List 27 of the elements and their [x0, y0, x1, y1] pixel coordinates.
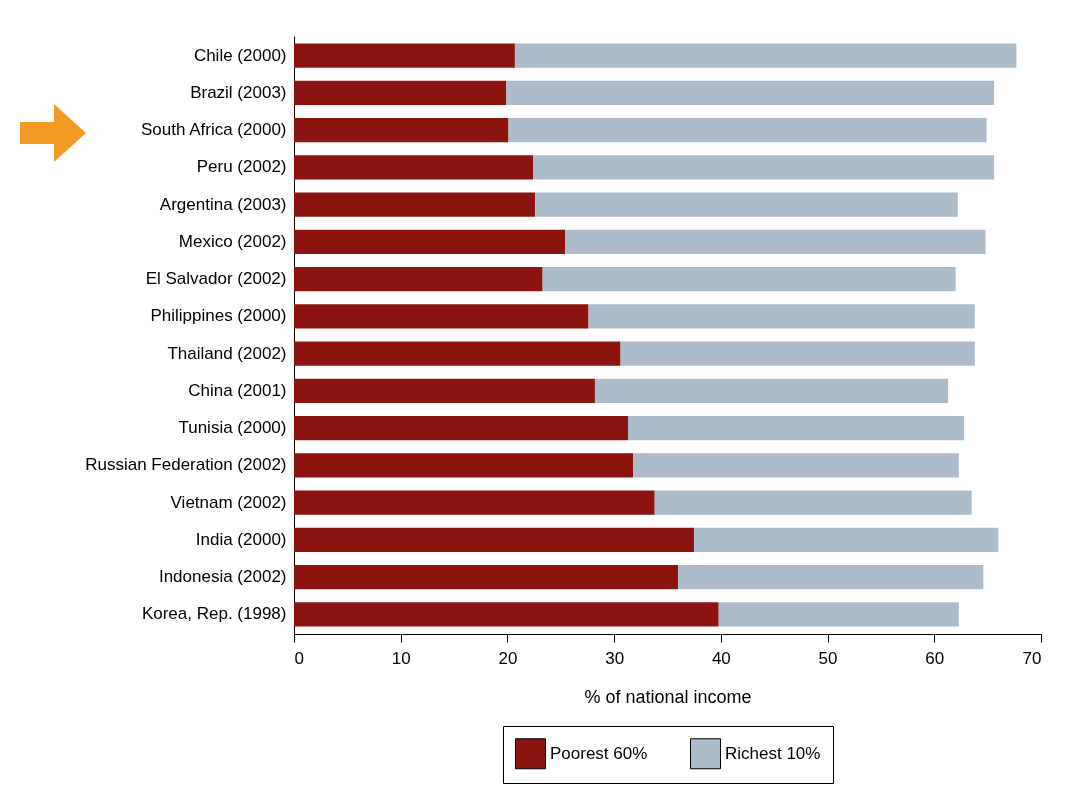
y-tick-label: India (2000): [195, 529, 287, 549]
y-tick-label: Chile (2000): [193, 45, 287, 65]
y-tick-label: Argentina (2003): [159, 194, 287, 214]
x-tick-label: 0: [294, 648, 304, 668]
y-tick-label: South Africa (2000): [140, 120, 287, 140]
x-tick-label: 40: [711, 648, 731, 668]
y-tick-label: Peru (2002): [196, 157, 287, 177]
x-tick-label: 30: [605, 648, 625, 668]
x-tick-label: 20: [498, 648, 518, 668]
y-tick-label: Indonesia (2002): [158, 567, 287, 587]
y-tick-label: Philippines (2000): [150, 306, 287, 326]
x-tick-label: 50: [818, 648, 838, 668]
legend-label: Poorest 60%: [550, 743, 648, 763]
y-tick-label: Mexico (2002): [178, 231, 287, 251]
y-tick-label: Thailand (2002): [167, 343, 287, 363]
y-tick-label: Korea, Rep. (1998): [141, 604, 287, 624]
y-tick-label: Vietnam (2002): [170, 492, 287, 512]
y-tick-label: El Salvador (2002): [145, 269, 287, 289]
y-tick-label: Brazil (2003): [190, 82, 287, 102]
legend-label: Richest 10%: [725, 743, 821, 763]
x-tick-label: 10: [391, 648, 411, 668]
x-tick-label: 60: [925, 648, 945, 668]
y-tick-label: Tunisia (2000): [178, 418, 287, 438]
y-tick-label: China (2001): [188, 380, 287, 400]
x-axis-title: % of national income: [584, 686, 752, 707]
y-tick-label: Russian Federation (2002): [85, 455, 287, 475]
x-tick-label: 70: [1022, 648, 1042, 668]
